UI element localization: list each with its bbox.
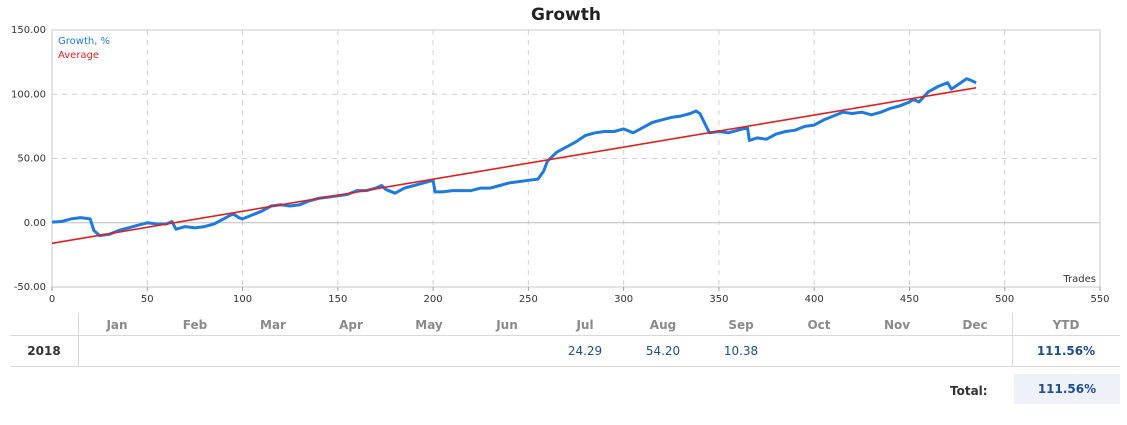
- y-axis: -50.00 0.00 50.00 100.00 150.00: [11, 25, 46, 293]
- month-value: [936, 336, 1014, 366]
- month-value: 24.29: [567, 344, 603, 358]
- month-header-apr: Apr: [339, 318, 363, 332]
- x-tick-label: 300: [614, 294, 633, 305]
- growth-chart: Growth -50.00 0.00 50.00 100.00 150.00 0 50 10…: [11, 5, 1110, 305]
- x-tick-label: 150: [328, 294, 347, 305]
- x-tick-label: 250: [519, 294, 538, 305]
- y-tick-label: 100.00: [11, 89, 46, 100]
- monthly-growth-table: Jan Feb Mar Apr May Jun Jul Aug Sep Oct Nov Dec YTD …: [10, 313, 1120, 425]
- ytd-value: 111.56%: [1036, 344, 1096, 358]
- month-header-jan: Jan: [106, 318, 128, 332]
- month-header-aug: Aug: [649, 318, 677, 332]
- month-value: [390, 336, 468, 366]
- year-label: 2018: [27, 344, 61, 358]
- total-label: Total:: [950, 384, 988, 398]
- month-header-oct: Oct: [807, 318, 831, 332]
- month-value: [156, 336, 234, 366]
- month-header-nov: Nov: [883, 318, 911, 332]
- y-tick-label: 0.00: [24, 218, 46, 229]
- month-value: [78, 336, 156, 366]
- divider: [10, 335, 1120, 336]
- series-group: [51, 77, 977, 245]
- ytd-header: YTD: [1052, 318, 1080, 332]
- month-header-dec: Dec: [962, 318, 988, 332]
- series-line-average: [51, 87, 977, 245]
- month-value: [312, 336, 390, 366]
- x-tick-label: 350: [709, 294, 728, 305]
- table-row: 2018 24.29 54.20 10.38 111.56%: [10, 336, 1120, 366]
- plot-frame: [51, 29, 1101, 288]
- chart-title: Growth: [531, 5, 601, 25]
- x-tick-label: 450: [900, 294, 919, 305]
- x-tick-label: 0: [49, 294, 55, 305]
- month-value: [780, 336, 858, 366]
- table-header-row: Jan Feb Mar Apr May Jun Jul Aug Sep Oct Nov Dec YTD: [10, 310, 1120, 336]
- month-header-jul: Jul: [576, 318, 594, 332]
- y-tick-label: -50.00: [14, 282, 46, 293]
- x-tick-label: 100: [233, 294, 252, 305]
- x-tick-label: 400: [805, 294, 824, 305]
- month-header-sep: Sep: [728, 318, 754, 332]
- x-tick-label: 550: [1090, 294, 1109, 305]
- y-tick-label: 150.00: [11, 25, 46, 36]
- month-value: [858, 336, 936, 366]
- month-value: 10.38: [723, 344, 759, 358]
- legend-average: Average: [58, 50, 99, 61]
- month-header-may: May: [415, 318, 443, 332]
- month-value: 54.20: [645, 344, 681, 358]
- month-header-mar: Mar: [260, 318, 286, 332]
- month-header-feb: Feb: [182, 318, 208, 332]
- divider: [78, 313, 79, 367]
- x-tick-label: 500: [995, 294, 1014, 305]
- x-tick-label: 200: [424, 294, 443, 305]
- divider: [1012, 313, 1013, 367]
- total-value: 111.56%: [1014, 374, 1120, 404]
- grid: [52, 30, 1100, 287]
- x-axis: 0 50 100 150 200 250 300 350 400 450 500 550: [49, 287, 1110, 305]
- x-axis-label: Trades: [1062, 274, 1096, 285]
- y-tick-label: 50.00: [17, 154, 46, 165]
- x-tick-label: 50: [141, 294, 154, 305]
- divider: [10, 366, 1120, 367]
- legend-growth: Growth, %: [58, 36, 110, 47]
- month-header-jun: Jun: [496, 318, 518, 332]
- series-line-growth: [51, 77, 977, 238]
- month-value: [234, 336, 312, 366]
- month-value: [468, 336, 546, 366]
